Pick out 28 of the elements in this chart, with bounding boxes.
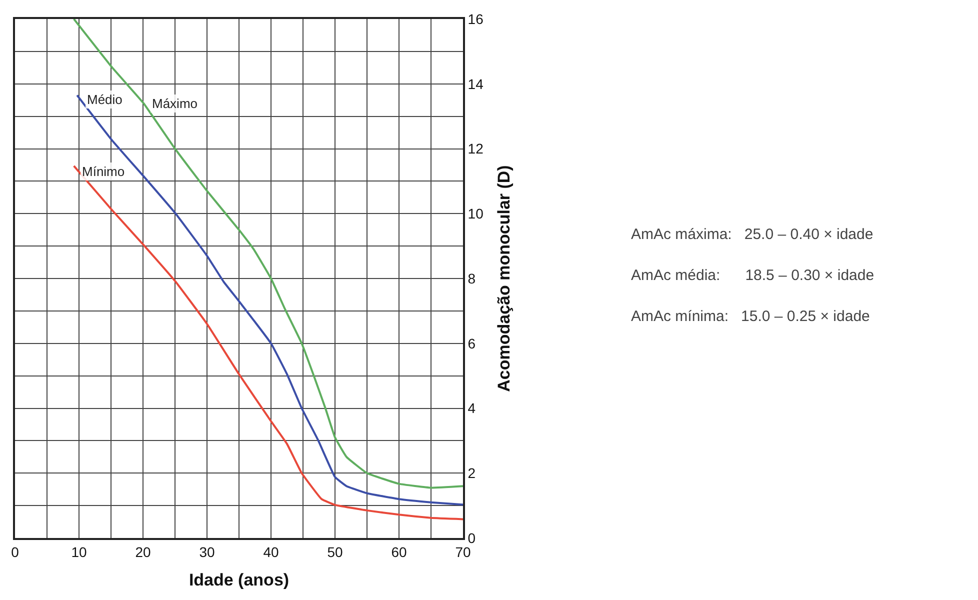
y-tick-label: 14 (468, 76, 484, 92)
y-tick-label: 12 (468, 140, 484, 157)
x-tick-label: 20 (135, 544, 151, 560)
y-axis-title: Acomodação monocular (D) (494, 165, 514, 392)
series-label: Máximo (152, 96, 198, 111)
x-tick-label: 60 (391, 544, 407, 560)
x-tick-label: 0 (11, 544, 20, 560)
x-tick-label: 50 (327, 544, 343, 560)
text: AmAc mínima: 15.0 – 0.25 × idade (631, 308, 870, 325)
line-series (72, 19, 463, 489)
y-tick-label: 0 (468, 530, 476, 546)
text: AmAc média: 18.5 – 0.30 × idade (631, 267, 874, 284)
y-tick-label: 8 (468, 270, 476, 286)
y-tick-label: 6 (468, 335, 476, 352)
x-tick-label: 30 (199, 544, 215, 560)
x-tick-label: 10 (71, 544, 87, 560)
y-tick-label: 2 (468, 465, 476, 482)
y-tick-label: 16 (468, 10, 484, 27)
series-label: Médio (87, 92, 122, 107)
y-tick-label: 10 (468, 206, 484, 222)
text: AmAc máxima: 25.0 – 0.40 × idade (631, 226, 874, 243)
line-series (76, 94, 463, 506)
x-axis-title: Idade (anos) (188, 570, 290, 590)
y-tick-label: 4 (468, 400, 476, 416)
line-series (72, 164, 463, 520)
series-label: Mínimo (82, 164, 125, 179)
x-tick-label: 40 (263, 544, 279, 560)
x-tick-label: 70 (455, 544, 471, 560)
